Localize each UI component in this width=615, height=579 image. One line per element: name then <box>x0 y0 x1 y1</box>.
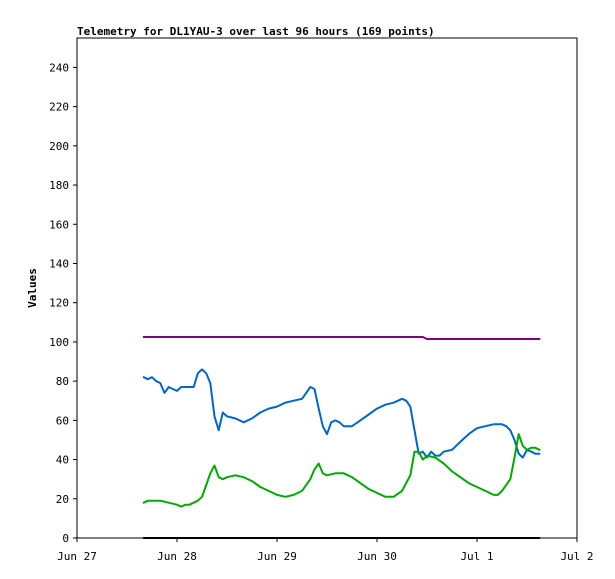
y-tick-label: 240 <box>49 61 69 74</box>
series-line-1 <box>142 336 541 340</box>
y-tick-label: 180 <box>49 179 69 192</box>
y-tick-label: 0 <box>62 532 69 545</box>
y-tick-label: 160 <box>49 218 69 231</box>
y-tick-label: 20 <box>56 493 69 506</box>
x-axis: Jun 27 Jun 28 Jun 29 Jun 30 Jul 1 Jul 2 <box>57 538 594 563</box>
series-line-3 <box>142 433 541 508</box>
y-tick-label: 220 <box>49 101 69 114</box>
x-tick-label: Jun 28 <box>157 550 197 563</box>
series-group <box>142 336 541 539</box>
y-axis-label: Values <box>26 268 39 308</box>
y-tick-label: 100 <box>49 336 69 349</box>
x-tick-label: Jul 2 <box>560 550 593 563</box>
x-tick-label: Jun 29 <box>257 550 297 563</box>
series-line-2 <box>142 368 541 459</box>
y-tick-label: 80 <box>56 375 69 388</box>
plot-frame <box>76 37 578 539</box>
y-axis: 0 20 40 60 80 100 120 140 160 180 200 220 240 <box>49 61 77 545</box>
y-tick-label: 200 <box>49 140 69 153</box>
x-tick-label: Jun 30 <box>357 550 397 563</box>
y-tick-label: 120 <box>49 297 69 310</box>
y-tick-label: 40 <box>56 454 69 467</box>
y-tick-label: 140 <box>49 257 69 270</box>
x-tick-label: Jul 1 <box>460 550 493 563</box>
chart-title: Telemetry for DL1YAU-3 over last 96 hour… <box>77 25 435 38</box>
x-tick-label: Jun 27 <box>57 550 97 563</box>
y-tick-label: 60 <box>56 414 69 427</box>
